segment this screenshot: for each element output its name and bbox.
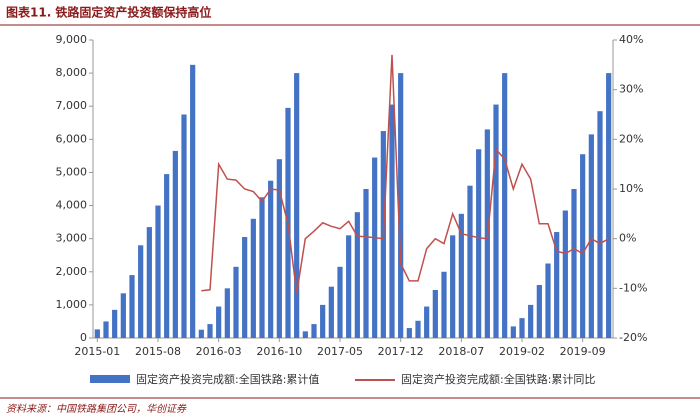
bar bbox=[276, 159, 282, 338]
bar bbox=[112, 309, 118, 338]
bar bbox=[415, 320, 421, 338]
y2-tick-label: 0% bbox=[619, 232, 636, 245]
bar bbox=[346, 235, 352, 338]
bar bbox=[181, 114, 187, 338]
bar bbox=[510, 326, 516, 338]
bar bbox=[233, 266, 239, 338]
y-tick-label: 9,000 bbox=[56, 33, 88, 46]
bar bbox=[354, 212, 360, 338]
bar bbox=[389, 104, 395, 338]
bar bbox=[190, 64, 196, 338]
bar bbox=[94, 329, 100, 338]
bar bbox=[224, 288, 230, 338]
bar bbox=[103, 321, 109, 338]
x-tick-label: 2015-08 bbox=[135, 345, 181, 358]
y-tick-label: 0 bbox=[80, 331, 87, 344]
bar bbox=[146, 227, 152, 338]
chart-title: 图表11. 铁路固定资产投资额保持高位 bbox=[6, 5, 211, 20]
bar bbox=[432, 289, 438, 338]
bar bbox=[337, 266, 343, 338]
y2-tick-label: -10% bbox=[619, 281, 647, 294]
bar bbox=[493, 104, 499, 338]
bar bbox=[554, 232, 560, 338]
bar bbox=[311, 324, 317, 338]
bar bbox=[216, 306, 222, 338]
bar bbox=[450, 235, 456, 338]
y2-tick-label: 40% bbox=[619, 33, 643, 46]
bar bbox=[172, 150, 178, 338]
bar bbox=[294, 73, 300, 338]
bar bbox=[562, 210, 568, 338]
y2-tick-label: -20% bbox=[619, 331, 647, 344]
y-tick-label: 1,000 bbox=[56, 298, 88, 311]
bar bbox=[120, 293, 126, 338]
x-tick-label: 2016-10 bbox=[256, 345, 302, 358]
bar bbox=[606, 73, 612, 338]
x-tick-label: 2019-09 bbox=[560, 345, 606, 358]
bar bbox=[198, 329, 204, 338]
bar bbox=[571, 189, 577, 338]
bar bbox=[502, 73, 508, 338]
bar bbox=[164, 174, 170, 338]
y-tick-label: 8,000 bbox=[56, 66, 88, 79]
bar bbox=[588, 134, 594, 338]
bar bbox=[328, 286, 334, 338]
bar bbox=[545, 263, 551, 338]
bar bbox=[597, 111, 603, 338]
legend-swatch bbox=[90, 375, 130, 383]
legend-label: 固定资产投资完成额:全国铁路:累计值 bbox=[136, 372, 319, 386]
y2-tick-label: 10% bbox=[619, 182, 643, 195]
y-tick-label: 6,000 bbox=[56, 132, 88, 145]
bar bbox=[138, 245, 144, 338]
bar bbox=[528, 304, 534, 338]
bar bbox=[363, 189, 369, 338]
y-tick-label: 5,000 bbox=[56, 165, 88, 178]
y-tick-label: 7,000 bbox=[56, 99, 88, 112]
x-tick-label: 2017-12 bbox=[378, 345, 424, 358]
bar bbox=[268, 180, 274, 338]
bar bbox=[406, 328, 412, 338]
bar bbox=[458, 213, 464, 338]
x-tick-label: 2017-05 bbox=[317, 345, 363, 358]
bar bbox=[372, 157, 378, 338]
legend-label: 固定资产投资完成额:全国铁路:累计同比 bbox=[401, 372, 595, 386]
x-tick-label: 2018-07 bbox=[438, 345, 484, 358]
bar bbox=[467, 185, 473, 338]
line-series bbox=[201, 54, 610, 294]
bar bbox=[398, 73, 404, 338]
bar bbox=[320, 304, 326, 338]
bar bbox=[155, 205, 161, 338]
bar bbox=[259, 197, 265, 338]
source: 资料来源：中国铁路集团公司，华创证券 bbox=[6, 403, 187, 415]
bar bbox=[250, 218, 256, 338]
bar bbox=[242, 237, 248, 338]
bar bbox=[536, 285, 542, 338]
y2-tick-label: 20% bbox=[619, 132, 643, 145]
bar bbox=[207, 324, 213, 338]
x-tick-label: 2015-01 bbox=[74, 345, 120, 358]
bar bbox=[129, 275, 135, 338]
bar bbox=[519, 318, 525, 338]
y2-tick-label: 30% bbox=[619, 83, 643, 96]
bar bbox=[302, 331, 308, 338]
bar bbox=[424, 306, 430, 338]
bar bbox=[580, 154, 586, 338]
x-tick-label: 2019-02 bbox=[499, 345, 545, 358]
y-tick-label: 4,000 bbox=[56, 199, 88, 212]
y-tick-label: 3,000 bbox=[56, 232, 88, 245]
y-tick-label: 2,000 bbox=[56, 265, 88, 278]
bar bbox=[476, 149, 482, 338]
x-tick-label: 2016-03 bbox=[196, 345, 242, 358]
bar bbox=[441, 271, 447, 338]
